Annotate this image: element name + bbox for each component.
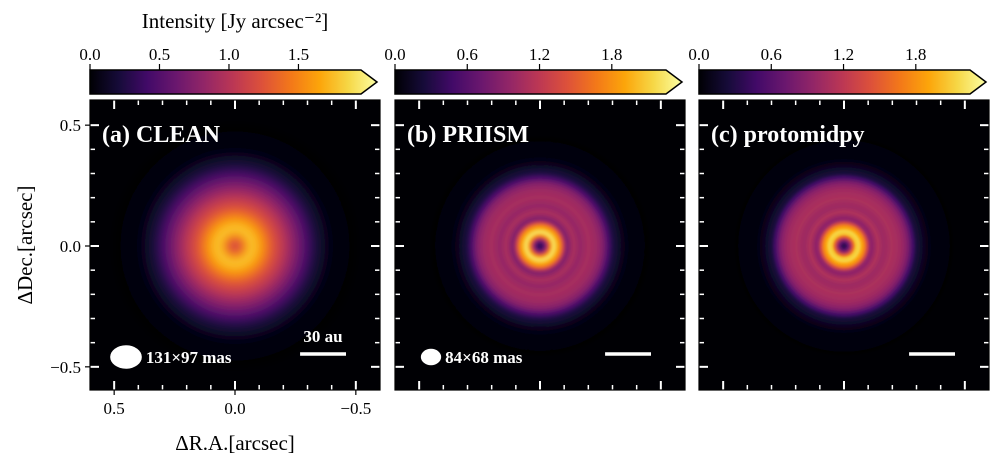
panel-label: (b) PRIISM: [407, 122, 529, 148]
panel-1: 0.0 0.5 1.0 1.5 −0.5 0.0 0.5 0.5 0.0 −0.5 (a) CLEA…: [50, 45, 381, 418]
colorbar-tick-label: 0.6: [457, 45, 478, 64]
colorbar-tick-label: 1.2: [833, 45, 854, 64]
disk-ring: [231, 242, 239, 250]
colorbar-tick-label: 0.6: [761, 45, 782, 64]
disk-ring: [841, 243, 847, 249]
axis-ticks: [90, 100, 380, 390]
y-tick-label: −0.5: [50, 358, 81, 377]
colorbar-gradient: [89, 69, 379, 95]
disk-emission: [431, 137, 649, 355]
disk-emission: [114, 125, 356, 367]
disk-ring: [538, 244, 542, 248]
x-tick-label: −0.5: [340, 399, 371, 418]
colorbar-gradient: [698, 69, 988, 95]
panel-label: (a) CLEAN: [102, 122, 221, 148]
colorbar-tick-label: 0.0: [384, 45, 405, 64]
colorbar-tick-label: 1.5: [288, 45, 309, 64]
colorbar-tick-label: 0.0: [79, 45, 100, 64]
colorbar: 0.0 0.6 1.2 1.8: [688, 45, 988, 95]
colorbar-title: Intensity [Jy arcsec⁻²]: [142, 9, 328, 33]
panel-frame: [698, 99, 990, 391]
y-tick-label: 0.5: [60, 116, 81, 135]
image-area: [90, 100, 380, 390]
beam-ellipse: [420, 348, 442, 366]
colorbar-tick-label: 1.0: [218, 45, 239, 64]
colorbar-tick-label: 0.0: [688, 45, 709, 64]
x-tick-label: 0.5: [104, 399, 125, 418]
y-axis-label: ΔDec.[arcsec]: [13, 186, 37, 305]
beam-label: 84×68 mas: [445, 348, 523, 367]
panel-3: 0.0 0.6 1.2 1.8 (c) protomidpy: [688, 45, 990, 391]
x-tick-label: 0.0: [224, 399, 245, 418]
x-axis-label: ΔR.A.[arcsec]: [175, 431, 295, 455]
panel-2: 0.0 0.6 1.2 1.8 (b) PRIISM 84×68 mas: [384, 45, 686, 391]
panel-label: (c) protomidpy: [711, 122, 865, 148]
colorbar-tick-label: 1.2: [529, 45, 550, 64]
panel-frame: [394, 99, 686, 391]
disk-emission: [735, 137, 953, 355]
colorbar: 0.0 0.6 1.2 1.8: [384, 45, 684, 95]
image-area: [395, 100, 685, 390]
y-tick-label: 0.0: [60, 237, 81, 256]
axis-ticks: [395, 100, 685, 390]
image-area: [699, 100, 989, 390]
colorbar-tick-label: 0.5: [149, 45, 170, 64]
colorbar: 0.0 0.5 1.0 1.5: [79, 45, 379, 95]
scale-bar-label: 30 au: [303, 327, 342, 346]
colorbar-gradient: [394, 69, 684, 95]
beam-ellipse: [110, 345, 142, 369]
colorbar-tick-label: 1.8: [905, 45, 926, 64]
colorbar-tick-label: 1.8: [601, 45, 622, 64]
beam-label: 131×97 mas: [146, 348, 232, 367]
axis-ticks: [699, 100, 989, 390]
